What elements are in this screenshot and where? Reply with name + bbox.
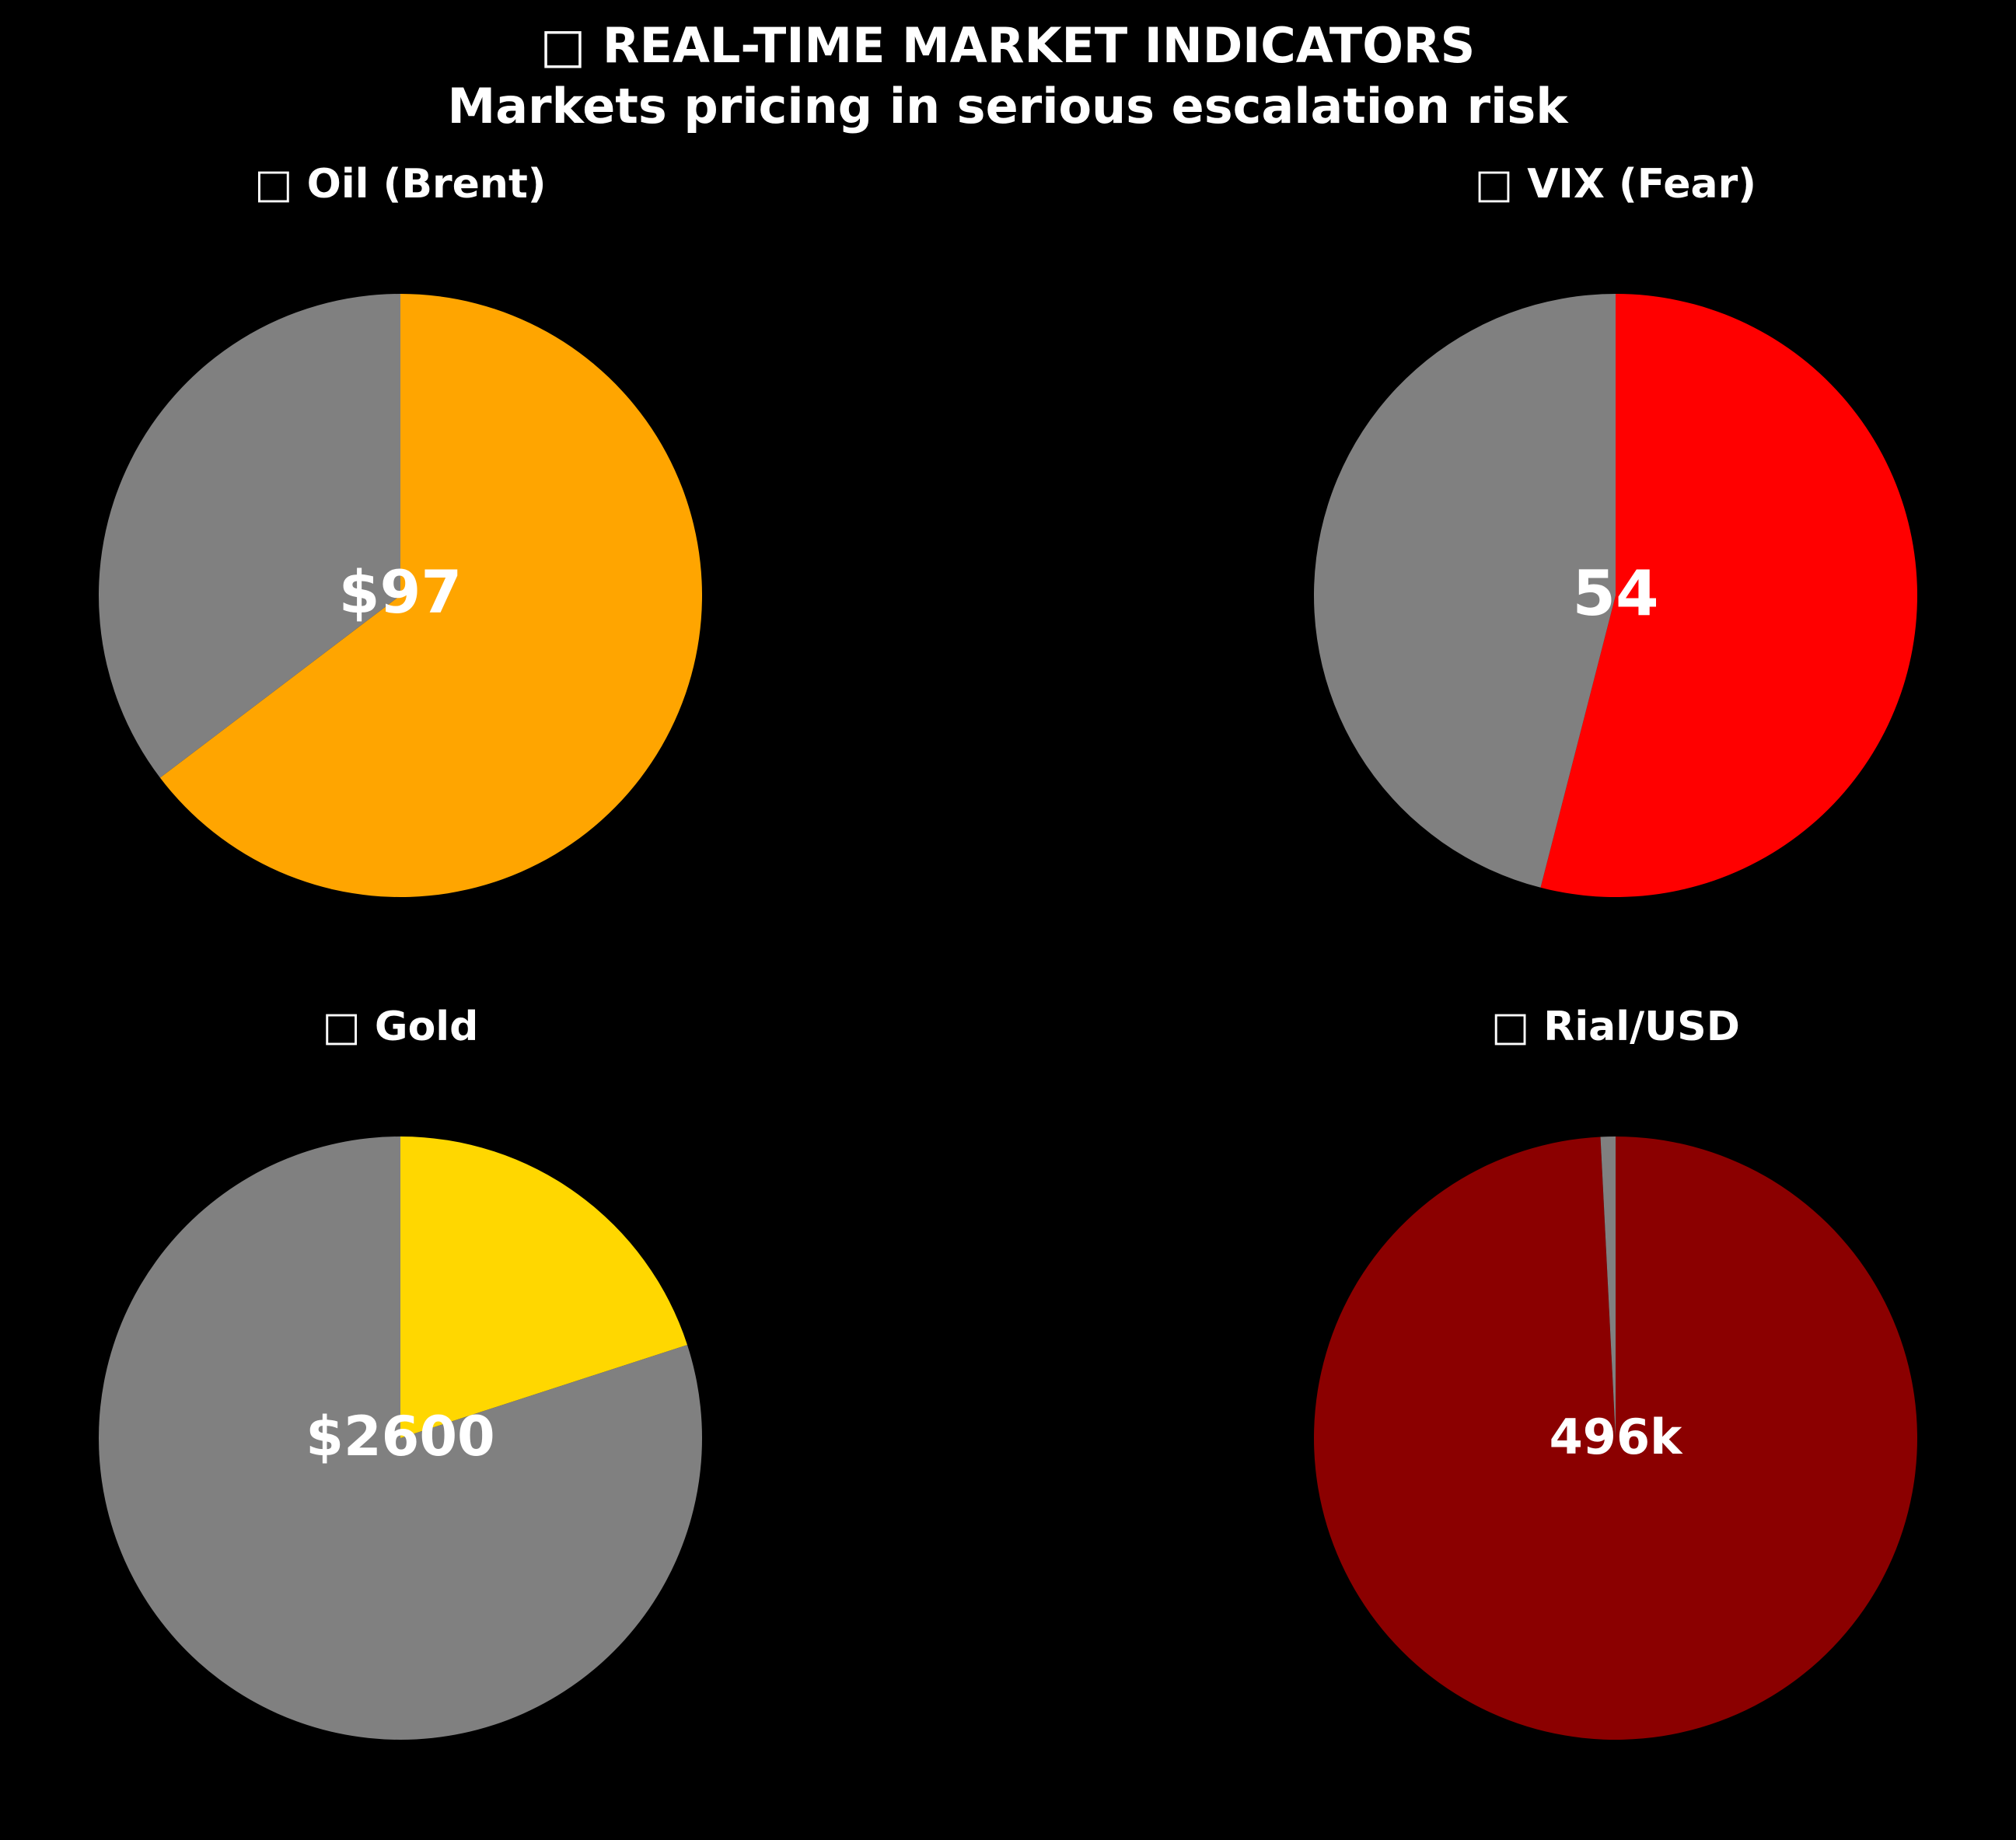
pie-slice-rial-1 bbox=[1600, 1136, 1616, 1438]
pie-slice-rial-0 bbox=[1314, 1136, 1918, 1740]
pie-slice-oil-1 bbox=[98, 294, 400, 778]
pie-slices-oil bbox=[98, 294, 702, 897]
pie-slice-gold-1 bbox=[99, 1136, 702, 1740]
figure-title: □ REAL-TIME MARKET INDICATORS bbox=[540, 17, 1476, 74]
pie-title-rial: □ Rial/USD bbox=[1491, 1004, 1740, 1050]
pie-slice-vix-0 bbox=[1540, 294, 1917, 897]
pie-title-vix: □ VIX (Fear) bbox=[1475, 161, 1756, 208]
pie-center-label-oil: $97 bbox=[339, 557, 463, 627]
pie-title-gold: □ Gold bbox=[323, 1004, 479, 1050]
pie-panel-rial: □ Rial/USD 496k bbox=[1314, 1004, 1918, 1740]
pie-panel-vix: □ VIX (Fear) 54 bbox=[1313, 161, 1917, 897]
pie-slices-rial bbox=[1314, 1136, 1918, 1740]
pie-slice-gold-0 bbox=[400, 1136, 688, 1438]
pie-center-label-gold: $2600 bbox=[306, 1405, 495, 1468]
pie-slices-gold bbox=[99, 1136, 702, 1740]
pie-center-label-rial: 496k bbox=[1550, 1409, 1683, 1465]
pie-slices-vix bbox=[1313, 294, 1917, 897]
pie-slice-vix-1 bbox=[1313, 294, 1616, 888]
pie-title-oil: □ Oil (Brent) bbox=[254, 161, 546, 208]
pie-center-label-vix: 54 bbox=[1572, 557, 1658, 630]
figure-subtitle: Markets pricing in serious escalation ri… bbox=[448, 78, 1570, 134]
pie-panel-oil: □ Oil (Brent) $97 bbox=[98, 161, 702, 897]
pie-slice-oil-0 bbox=[159, 294, 702, 897]
pie-panel-gold: □ Gold $2600 bbox=[99, 1004, 702, 1740]
